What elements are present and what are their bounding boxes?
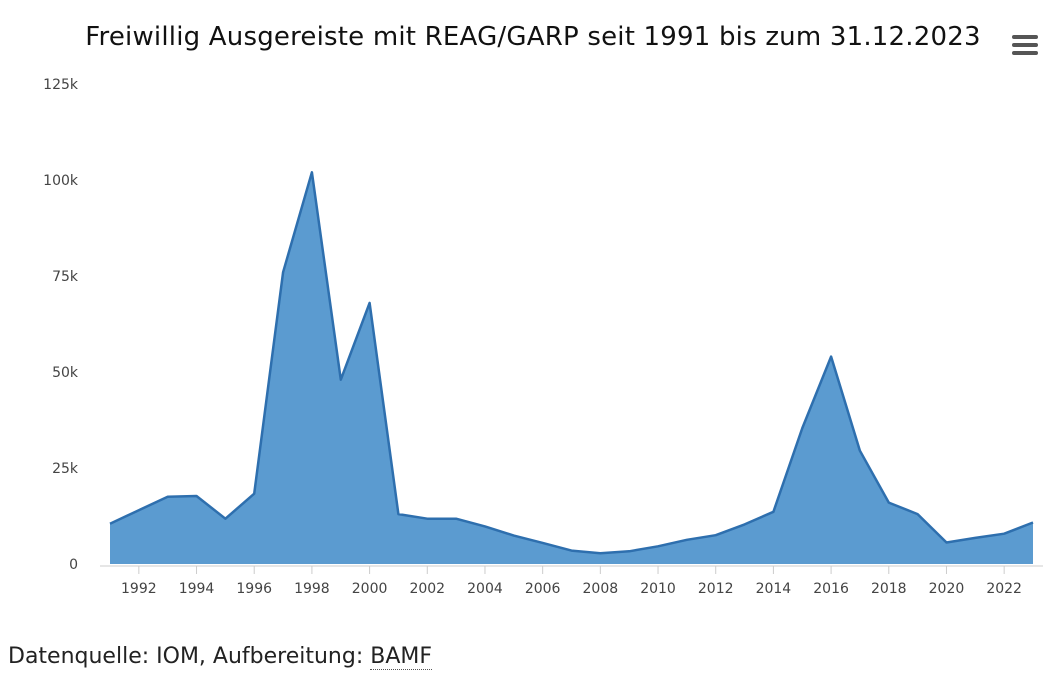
chart-title: Freiwillig Ausgereiste mit REAG/GARP sei…	[85, 22, 981, 52]
x-tick-label: 2016	[813, 581, 849, 597]
x-tick-label: 2002	[409, 581, 445, 597]
x-tick-label: 2012	[698, 581, 734, 597]
y-tick-label: 75k	[52, 269, 79, 285]
x-tick-label: 1994	[179, 581, 215, 597]
y-tick-label: 50k	[52, 365, 79, 381]
source-prefix: Datenquelle: IOM, Aufbereitung:	[8, 644, 371, 669]
x-tick-label: 1992	[121, 581, 157, 597]
x-tick-label: 2004	[467, 581, 503, 597]
y-tick-label: 25k	[52, 461, 79, 477]
series-line	[109, 171, 1034, 555]
x-tick-label: 2000	[352, 581, 388, 597]
x-tick-label: 2010	[640, 581, 676, 597]
x-tick-label: 2006	[525, 581, 561, 597]
y-tick-label: 125k	[43, 77, 79, 93]
x-tick-label: 2020	[929, 581, 965, 597]
data-source-credit: Datenquelle: IOM, Aufbereitung: BAMF	[8, 644, 433, 670]
series-area	[110, 172, 1033, 565]
x-tick-label: 2018	[871, 581, 907, 597]
hamburger-menu-icon[interactable]	[1012, 35, 1038, 57]
x-tick-label: 1998	[294, 581, 330, 597]
y-tick-label: 100k	[43, 173, 79, 189]
x-tick-label: 2008	[583, 581, 619, 597]
y-tick-label: 0	[69, 557, 78, 573]
x-tick-label: 2022	[986, 581, 1022, 597]
source-link[interactable]: BAMF	[370, 644, 433, 670]
x-tick-label: 2014	[756, 581, 792, 597]
x-tick-label: 1996	[236, 581, 272, 597]
